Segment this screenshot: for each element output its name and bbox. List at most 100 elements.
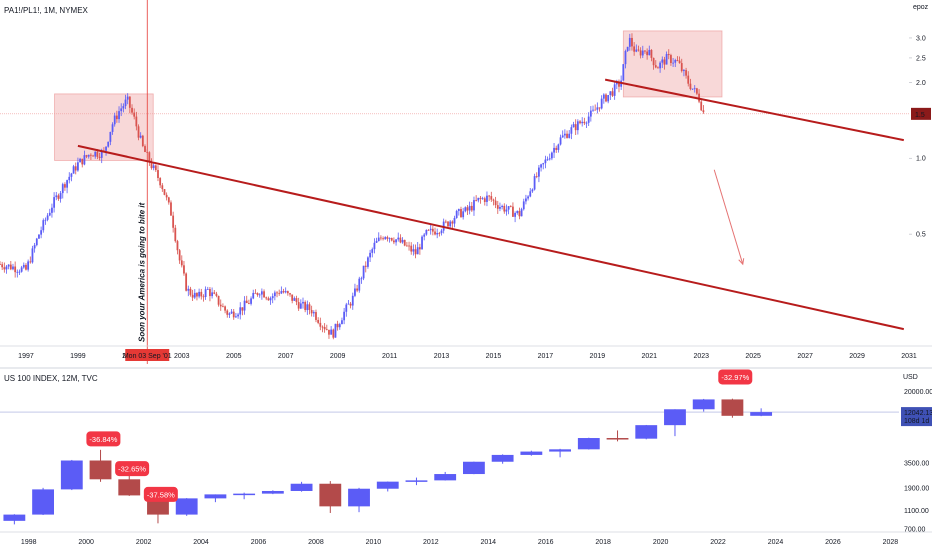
percent-label-box: [115, 461, 150, 477]
candle-body: [423, 234, 426, 237]
x-tick-label: 2010: [366, 539, 382, 546]
candle-body: [349, 303, 352, 306]
candle-body: [215, 293, 218, 296]
candle-body: [92, 155, 94, 157]
percent-label: -32.65%: [118, 465, 146, 474]
bottom-chart-title: US 100 INDEX, 12M, TVC: [4, 374, 98, 383]
candle-body: [254, 292, 257, 294]
candle-body: [291, 294, 294, 301]
price-badge: [911, 107, 931, 120]
candle-body: [48, 212, 51, 216]
candle-body: [338, 324, 341, 328]
candle-body: [185, 273, 188, 291]
arrow-head: [738, 258, 745, 266]
candle-body: [661, 59, 664, 63]
x-tick-label: 1997: [18, 353, 34, 360]
candle-body: [66, 180, 68, 188]
top-candles: [0, 33, 705, 340]
x-tick-label: 2025: [745, 353, 761, 360]
candle-body: [328, 329, 330, 335]
candle-body: [674, 60, 677, 63]
candle-body: [700, 101, 703, 111]
candle-body: [211, 292, 213, 297]
percent-label-box: [86, 431, 121, 447]
candle-body: [499, 207, 501, 209]
cursor-date-badge: [125, 349, 170, 361]
candle-body: [90, 154, 92, 156]
candle-body: [312, 312, 315, 314]
candle-body: [347, 303, 350, 305]
candle-body: [721, 399, 744, 416]
candle-body: [470, 205, 473, 211]
candle-body: [89, 460, 112, 480]
y-tick-label: 1100.00: [904, 508, 929, 515]
candle-body: [319, 483, 342, 507]
candle-body: [98, 156, 101, 158]
candle-body: [579, 121, 581, 124]
candle-body: [51, 207, 53, 213]
x-tick-label: 2024: [768, 539, 784, 546]
candle-body: [163, 189, 166, 195]
candle-body: [566, 133, 568, 138]
candle-body: [167, 197, 170, 203]
candle-body: [678, 60, 681, 64]
x-tick-label: 2018: [595, 539, 611, 546]
x-tick-label: 2021: [641, 353, 657, 360]
candle-body: [315, 312, 317, 320]
x-tick-label: 2026: [825, 539, 841, 546]
candle-body: [139, 135, 142, 138]
trend-line: [77, 144, 905, 331]
candle-body: [356, 288, 359, 291]
x-tick-label: 2013: [434, 353, 450, 360]
candle-body: [376, 481, 399, 489]
candle-body: [115, 115, 118, 120]
candle-body: [362, 265, 365, 279]
candle-body: [598, 107, 601, 109]
y-tick-label: 20000.00: [904, 389, 932, 396]
candle-body: [165, 194, 168, 198]
candle-body: [468, 205, 471, 211]
candle-body: [657, 67, 659, 69]
candle-body: [405, 245, 408, 247]
candle-body: [375, 240, 378, 243]
y-tick-label: 1900.00: [904, 485, 929, 492]
candle-body: [61, 184, 64, 194]
candle-body: [618, 82, 620, 87]
candle-body: [293, 298, 296, 301]
candle-body: [750, 412, 773, 416]
price-badge-label: 1.5: [915, 112, 925, 119]
candle-body: [382, 238, 384, 240]
candle-body: [416, 247, 419, 255]
x-tick-label: 2023: [693, 353, 709, 360]
candle-body: [222, 306, 224, 308]
candle-body: [131, 107, 133, 113]
candle-body: [286, 291, 289, 294]
candle-body: [224, 306, 226, 311]
candle-body: [230, 311, 233, 314]
candle-body: [683, 70, 685, 72]
top-y-axis: 3.0 2.5 2.0 1.0 0.5 1.5: [909, 35, 931, 239]
candle-body: [213, 292, 216, 294]
candle-body: [206, 288, 209, 290]
percent-label-box: [718, 369, 753, 385]
percent-label: -36.84%: [89, 435, 117, 444]
candle-body: [159, 178, 162, 186]
candle-body: [544, 159, 547, 164]
candle-body: [46, 215, 49, 220]
candle-body: [626, 46, 629, 52]
candle-body: [204, 494, 227, 499]
x-tick-label: 2005: [226, 353, 242, 360]
candle-body: [412, 249, 415, 252]
candle-body: [85, 155, 88, 157]
candle-body: [637, 49, 640, 51]
candle-body: [175, 498, 198, 515]
candle-body: [665, 54, 668, 65]
x-tick-label: 2019: [590, 353, 606, 360]
candle-body: [483, 198, 486, 202]
candle-body: [570, 127, 573, 134]
candle-body: [477, 197, 480, 201]
candle-body: [667, 54, 670, 56]
candle-body: [261, 490, 284, 494]
candle-body: [516, 210, 519, 213]
